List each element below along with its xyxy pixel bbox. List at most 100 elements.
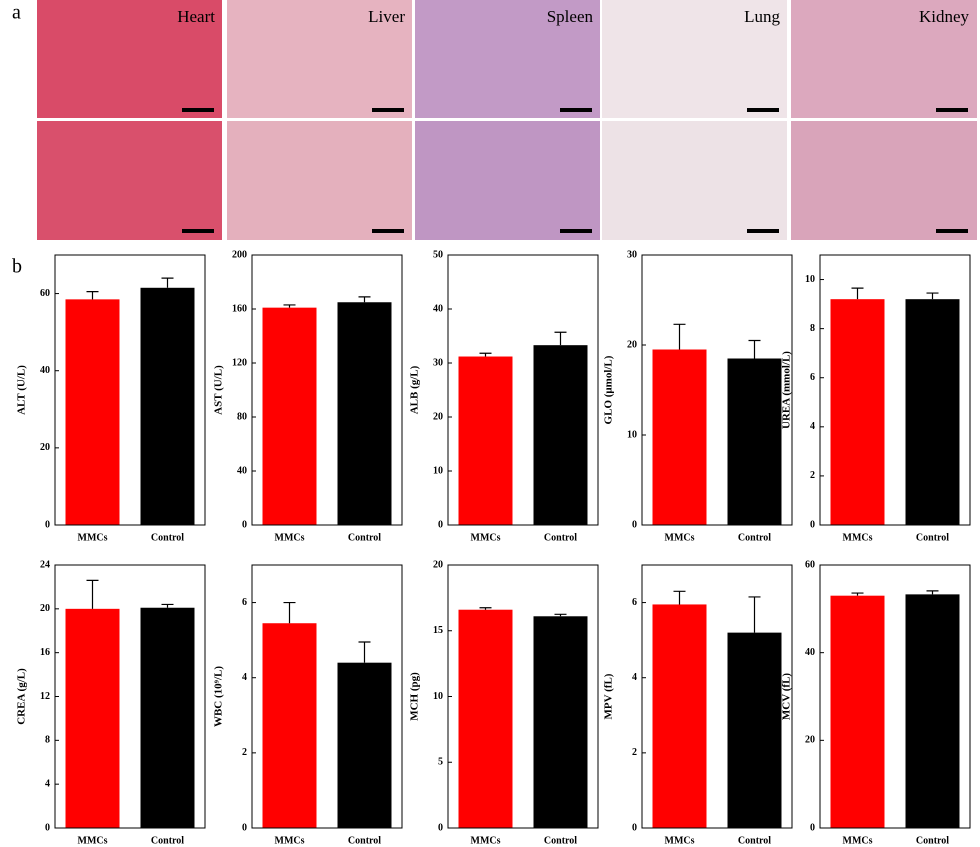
y-tick-label: 5 xyxy=(438,757,443,768)
bar xyxy=(337,662,392,828)
y-tick-label: 2 xyxy=(242,747,247,758)
bar xyxy=(905,594,960,828)
plot-frame xyxy=(641,564,793,829)
plot-frame xyxy=(251,564,403,829)
organ-label: Lung xyxy=(744,7,780,26)
y-tick-label: 40 xyxy=(805,647,815,658)
error-bar xyxy=(358,296,371,303)
histology-image xyxy=(37,0,222,118)
x-tick-label: MMCs xyxy=(665,532,695,543)
error-bar xyxy=(748,596,761,633)
plot-frame xyxy=(447,564,599,829)
error-bar xyxy=(161,603,174,608)
bar xyxy=(830,299,885,525)
y-tick-label: 10 xyxy=(433,465,443,476)
error-bar xyxy=(851,287,864,300)
x-tick-label: Control xyxy=(916,532,949,543)
x-tick-label: MMCs xyxy=(471,532,501,543)
y-tick-label: 6 xyxy=(632,597,637,608)
y-tick-label: 50 xyxy=(433,249,443,260)
y-axis-label: GLO (μmol/L) xyxy=(603,355,615,424)
y-tick-label: 6 xyxy=(810,372,815,383)
x-tick-label: Control xyxy=(348,835,381,846)
y-tick-label: 8 xyxy=(45,735,50,746)
x-tick-label: MMCs xyxy=(471,835,501,846)
bar xyxy=(652,349,707,525)
bar xyxy=(533,616,588,828)
organ-label: Liver xyxy=(368,7,405,26)
plot-frame xyxy=(819,254,971,526)
x-tick-label: MMCs xyxy=(843,835,873,846)
y-tick-label: 6 xyxy=(242,597,247,608)
bar xyxy=(65,608,120,828)
x-tick-label: Control xyxy=(151,532,184,543)
error-bar xyxy=(851,592,864,596)
y-tick-label: 0 xyxy=(438,519,443,530)
y-axis-label: ALT (U/L) xyxy=(16,365,28,415)
y-tick-label: 16 xyxy=(40,647,50,658)
y-axis-label: UREA (mmol/L) xyxy=(781,351,793,429)
y-tick-label: 200 xyxy=(232,249,247,260)
histology-image xyxy=(602,121,787,240)
y-tick-label: 30 xyxy=(627,249,637,260)
y-tick-label: 0 xyxy=(438,822,443,833)
y-tick-label: 0 xyxy=(810,822,815,833)
y-tick-label: 24 xyxy=(40,559,50,570)
y-axis-label: AST (U/L) xyxy=(213,365,225,415)
y-axis-label: MCH (pg) xyxy=(409,672,421,721)
y-axis-label: WBC (10⁹/L) xyxy=(213,666,225,727)
y-tick-label: 0 xyxy=(242,822,247,833)
bar xyxy=(337,302,392,525)
histology-image xyxy=(791,121,977,240)
x-tick-label: MMCs xyxy=(275,532,305,543)
y-tick-label: 4 xyxy=(242,672,247,683)
y-tick-label: 0 xyxy=(632,519,637,530)
y-tick-label: 4 xyxy=(632,672,637,683)
histology-image xyxy=(415,0,600,118)
y-tick-label: 12 xyxy=(40,691,50,702)
plot-frame xyxy=(447,254,599,526)
histology-image xyxy=(602,0,787,118)
x-tick-label: MMCs xyxy=(78,532,108,543)
y-tick-label: 15 xyxy=(433,625,443,636)
y-axis-label: CREA (g/L) xyxy=(16,668,28,725)
error-bar xyxy=(479,352,492,357)
x-tick-label: Control xyxy=(151,835,184,846)
y-tick-label: 0 xyxy=(45,519,50,530)
y-axis-label: MPV (fL) xyxy=(603,673,615,719)
x-tick-label: MMCs xyxy=(665,835,695,846)
y-tick-label: 2 xyxy=(810,470,815,481)
organ-label: Kidney xyxy=(919,7,970,26)
histology-image xyxy=(227,0,412,118)
error-bar xyxy=(283,601,296,624)
plot-frame xyxy=(819,564,971,829)
error-bar xyxy=(554,613,567,617)
histology-image xyxy=(415,121,600,240)
y-tick-label: 160 xyxy=(232,303,247,314)
organ-label: Heart xyxy=(177,7,215,26)
y-tick-label: 20 xyxy=(40,603,50,614)
y-tick-label: 10 xyxy=(805,274,815,285)
plot-frame xyxy=(54,564,206,829)
y-axis-label: MCV (fL) xyxy=(781,673,793,720)
y-tick-label: 2 xyxy=(632,747,637,758)
y-tick-label: 10 xyxy=(433,691,443,702)
error-bar xyxy=(86,579,99,609)
bar xyxy=(140,287,195,525)
histology-image xyxy=(227,121,412,240)
error-bar xyxy=(283,304,296,308)
bar xyxy=(533,345,588,525)
x-tick-label: Control xyxy=(738,532,771,543)
x-tick-label: Control xyxy=(544,532,577,543)
error-bar xyxy=(161,277,174,288)
error-bar xyxy=(479,607,492,610)
x-tick-label: Control xyxy=(916,835,949,846)
y-tick-label: 20 xyxy=(805,735,815,746)
bar xyxy=(727,632,782,828)
x-tick-label: Control xyxy=(348,532,381,543)
error-bar xyxy=(673,590,686,605)
y-axis-label: ALB (g/L) xyxy=(409,365,421,414)
y-tick-label: 40 xyxy=(433,303,443,314)
y-tick-label: 0 xyxy=(242,519,247,530)
